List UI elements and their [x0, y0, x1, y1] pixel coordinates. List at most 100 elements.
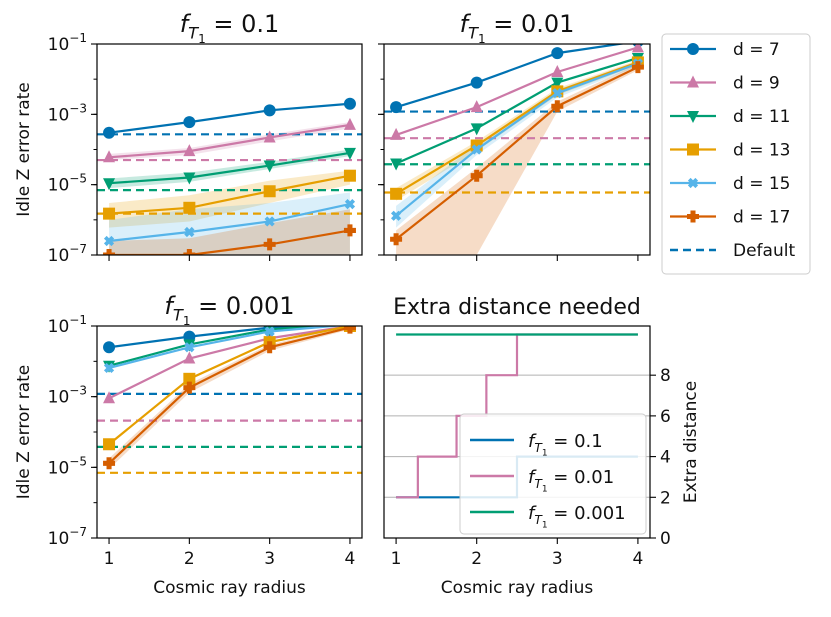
point-d15-2 — [264, 216, 275, 227]
point-d9-3 — [631, 44, 644, 53]
point-d13-2 — [263, 185, 276, 198]
point-d15-1 — [471, 144, 482, 155]
legend-label-f01: fT1 = 0.1 — [528, 431, 603, 458]
x-axis-label: Cosmic ray radius — [441, 578, 594, 598]
panel-ft1-0.1: 10−7 10−5 10−3 10−1 fT1 = 0.1 Idle Z error ra… — [14, 10, 363, 266]
point-d17-1 — [183, 381, 196, 394]
y-tick-label: 10−1 — [48, 31, 87, 55]
point-d15-1 — [184, 342, 195, 353]
panel-title: Extra distance needed — [393, 295, 641, 320]
y-tick-label: 10−1 — [48, 313, 87, 337]
confidence-band-d15 — [109, 192, 350, 255]
y-axis-label: Extra distance — [681, 381, 701, 503]
axes-frame — [383, 325, 651, 539]
series-line-d9 — [108, 123, 351, 159]
point-d15-0 — [103, 235, 115, 247]
y-tick-label: 0 — [660, 529, 671, 549]
point-d15-0 — [390, 210, 402, 221]
y-tick-label: 10−5 — [48, 172, 87, 196]
legend-label-f001: fT1 = 0.01 — [528, 467, 614, 494]
x-tick-label: 2 — [184, 549, 195, 569]
series-line-d15 — [108, 326, 346, 370]
point-d11-1 — [183, 172, 196, 185]
legend-marker-d9 — [687, 75, 699, 88]
y-tick-label: 8 — [660, 366, 671, 386]
point-d9-3 — [343, 117, 356, 130]
point-d7-3 — [343, 97, 356, 110]
point-d13-0 — [390, 187, 403, 200]
point-d17-1 — [470, 169, 483, 182]
plot-area — [97, 326, 362, 474]
legend-label-d15: d = 15 — [733, 174, 790, 194]
x-tick-label: 1 — [391, 549, 402, 569]
legend-label-default: Default — [733, 241, 795, 261]
confidence-band-d9 — [109, 122, 350, 161]
legend-marker-d13 — [687, 143, 699, 156]
legend-box — [459, 413, 647, 535]
y-tick-label: 10−5 — [48, 454, 87, 478]
point-d13-1 — [183, 201, 196, 214]
point-d13-3 — [343, 169, 356, 182]
x-tick-label: 3 — [552, 549, 563, 569]
series-line-d7 — [108, 102, 351, 134]
point-d7-1 — [183, 116, 196, 129]
y-tick-label: 2 — [660, 488, 671, 508]
x-axis-label: Cosmic ray radius — [153, 578, 306, 598]
legend-label-d17: d = 17 — [733, 208, 790, 228]
legend-marker-d15 — [687, 177, 699, 189]
plot-area — [384, 44, 650, 255]
x-tick-label: 3 — [264, 549, 275, 569]
y-tick-label: 10−3 — [48, 384, 87, 408]
legend-label-f0001: fT1 = 0.001 — [528, 503, 626, 530]
point-d7-0 — [390, 101, 403, 114]
series-line-d17 — [395, 66, 639, 241]
point-d11-0 — [103, 178, 116, 191]
step-legend: fT1 = 0.1 fT1 = 0.01 fT1 = 0.001 — [459, 413, 647, 535]
point-d13-1 — [183, 372, 196, 385]
point-d17-0 — [390, 233, 403, 246]
point-d9-2 — [551, 64, 564, 77]
point-d17-2 — [263, 238, 276, 251]
x-tick-label: 1 — [104, 549, 115, 569]
series-line-d7 — [108, 326, 320, 349]
legend-label-d9: d = 9 — [733, 74, 780, 94]
point-d17-3 — [631, 61, 644, 74]
point-d15-2 — [264, 326, 275, 337]
point-d11-2 — [263, 160, 276, 173]
series-line-d17 — [109, 229, 351, 255]
confidence-band-d13 — [396, 60, 638, 201]
point-d9-0 — [390, 127, 403, 140]
confidence-band-d17 — [396, 63, 638, 255]
y-axis-label: Idle Z error rate — [14, 365, 34, 500]
plot-area — [97, 97, 362, 255]
point-d15-2 — [552, 88, 563, 99]
point-d17-3 — [343, 326, 356, 334]
point-d17-1 — [183, 249, 196, 255]
point-d9-0 — [103, 391, 116, 404]
confidence-band-d17 — [109, 209, 350, 255]
y-tick-label: 10−7 — [48, 525, 87, 549]
point-d15-0 — [103, 362, 115, 374]
point-d17-0 — [103, 249, 116, 255]
legend-label-d13: d = 13 — [733, 141, 790, 161]
point-d15-3 — [344, 199, 356, 210]
panel-ft1-0.01: fT1 = 0.01 — [378, 10, 651, 261]
y-tick-label: 4 — [660, 448, 671, 468]
point-d7-2 — [551, 47, 564, 60]
point-d11-0 — [390, 158, 403, 171]
point-d17-3 — [343, 224, 356, 237]
y-tick-label: 6 — [660, 407, 671, 427]
point-d7-0 — [103, 126, 116, 139]
legend-marker-d17 — [687, 210, 699, 223]
main-legend: d = 7 d = 9 d = 11 d = 13 d = 15 d = 17 Defaul… — [661, 33, 811, 275]
series-line-d15 — [108, 203, 351, 243]
x-tick-label: 2 — [471, 549, 482, 569]
y-axis-label: Idle Z error rate — [14, 82, 34, 217]
series-line-d13 — [108, 174, 351, 215]
point-d17-0 — [103, 457, 116, 470]
panel-title: fT1 = 0.1 — [180, 10, 280, 46]
point-d11-2 — [551, 77, 564, 90]
series-line-d11 — [395, 56, 639, 165]
series-line-d9 — [395, 46, 639, 136]
